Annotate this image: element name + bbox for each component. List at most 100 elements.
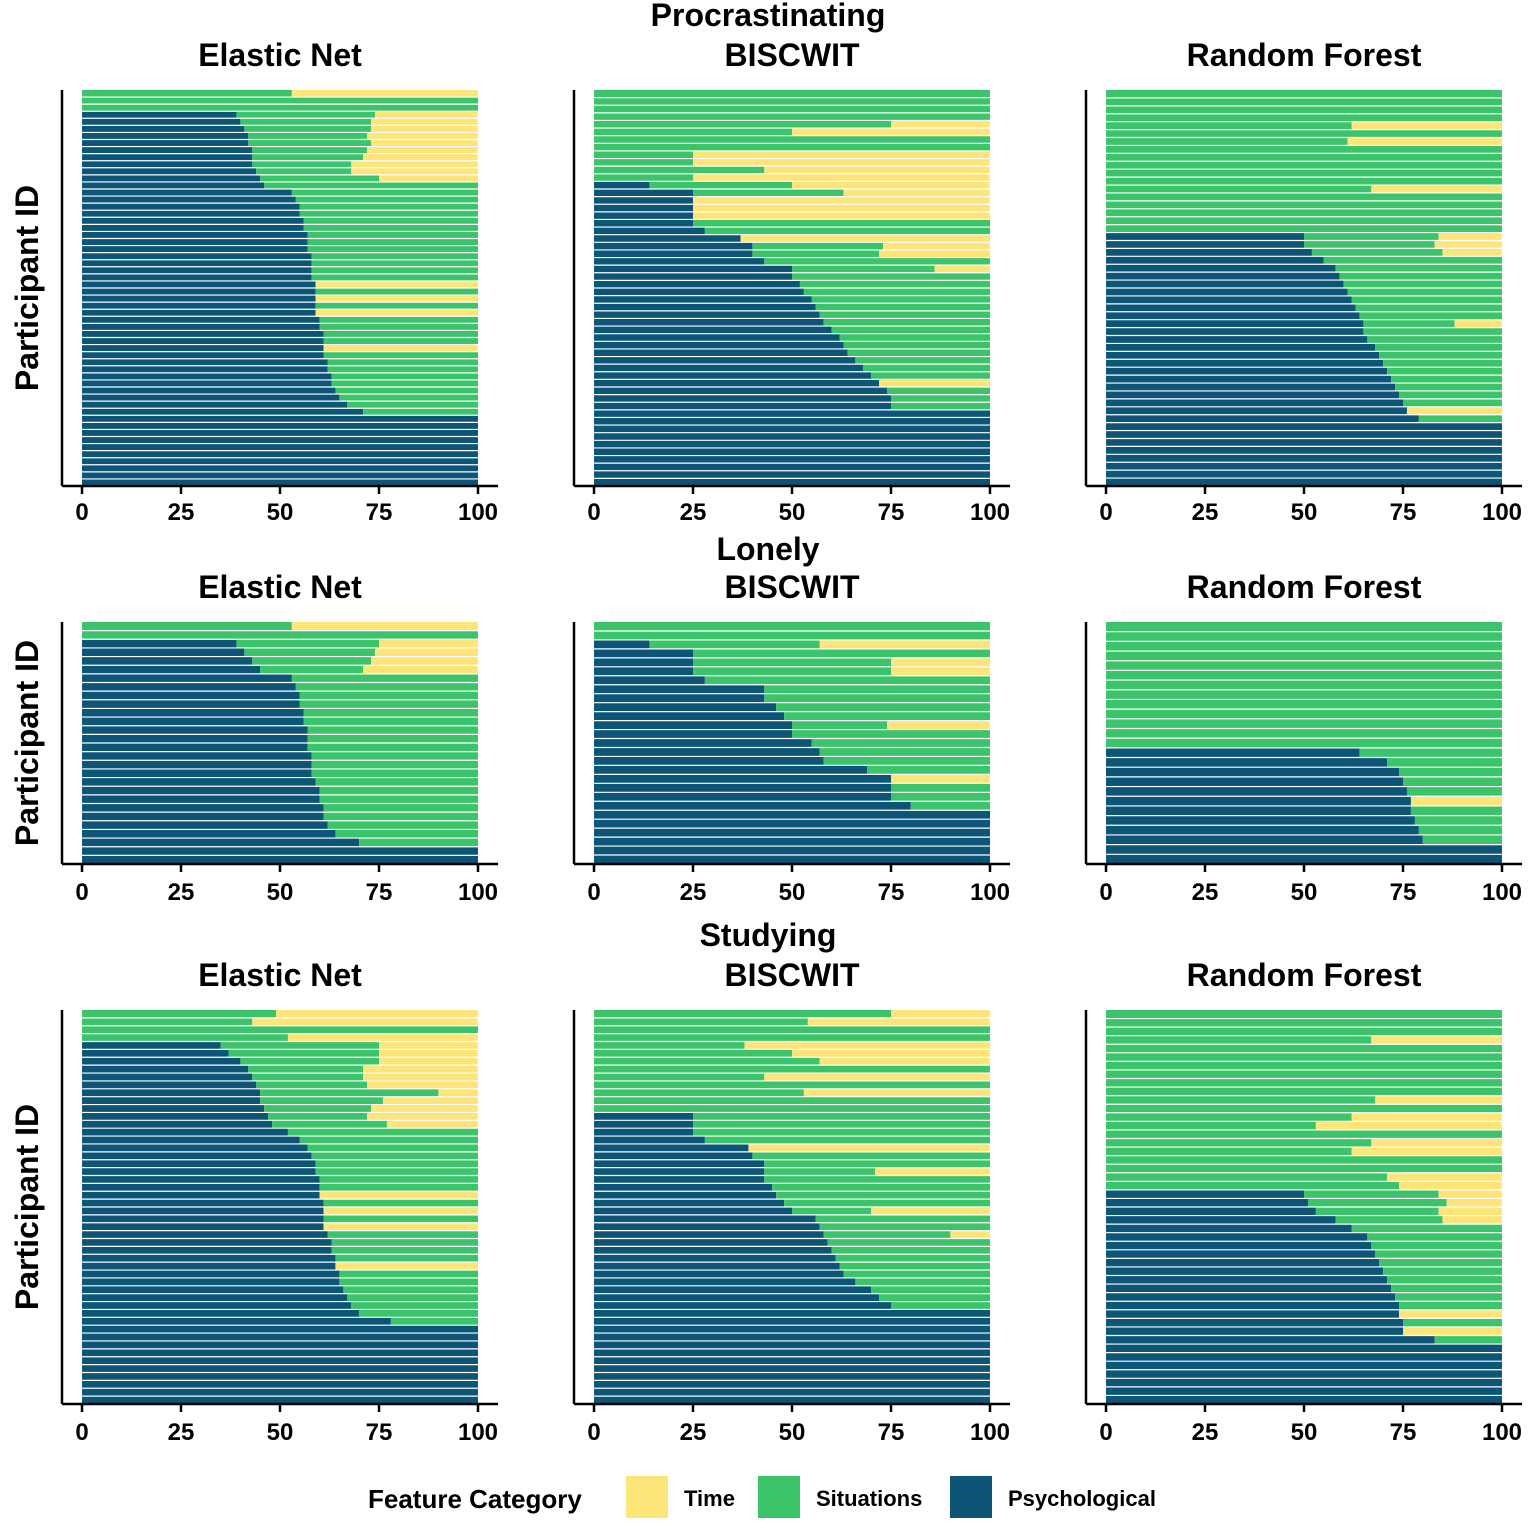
bar-situations <box>1106 1129 1502 1139</box>
bar-time <box>1387 1172 1502 1182</box>
bar-psychological <box>82 415 478 423</box>
bar-psychological <box>82 379 332 387</box>
x-tick-label: 50 <box>779 879 806 906</box>
bar-situations <box>1367 335 1502 344</box>
bar-situations <box>1106 113 1502 122</box>
bar-psychological <box>594 455 990 464</box>
bar-time <box>351 167 478 175</box>
bar-time <box>803 1088 990 1097</box>
bar-situations <box>311 252 478 260</box>
bar-psychological <box>594 1380 990 1389</box>
bar-psychological <box>82 174 261 182</box>
bar-psychological <box>1106 757 1388 768</box>
panel-title: BISCWIT <box>724 569 860 605</box>
bar-time <box>693 158 990 167</box>
bar-psychological <box>1106 1266 1384 1276</box>
bar-psychological <box>82 167 257 175</box>
bar-psychological <box>594 1285 872 1294</box>
x-tick-label: 100 <box>970 1419 1010 1446</box>
bar-situations <box>1106 1155 1502 1165</box>
bar-psychological <box>594 1277 856 1286</box>
bar-situations <box>1387 1275 1502 1285</box>
bar-situations <box>1106 1138 1372 1148</box>
row-title: Lonely <box>716 531 819 567</box>
panel-title: Random Forest <box>1187 957 1422 993</box>
bar-situations <box>792 720 888 730</box>
bar-time <box>1410 796 1502 806</box>
bar-situations <box>303 717 478 726</box>
bar-situations <box>311 1151 478 1160</box>
bar-situations <box>1395 1292 1502 1302</box>
bar-situations <box>764 1175 990 1184</box>
x-tick-label: 75 <box>878 499 905 526</box>
bar-psychological <box>1106 311 1360 320</box>
bar-group <box>82 622 478 864</box>
bar-psychological <box>82 743 308 752</box>
bar-psychological <box>82 1317 391 1326</box>
bar-psychological <box>594 828 990 838</box>
bar-psychological <box>82 820 328 830</box>
bar-situations <box>248 1065 364 1074</box>
bar-psychological <box>82 725 308 735</box>
bar-psychological <box>82 829 336 839</box>
bar-situations <box>1106 641 1502 652</box>
bar-psychological <box>82 203 300 211</box>
bar-psychological <box>594 326 832 334</box>
bar-psychological <box>1106 854 1502 864</box>
x-tick-label: 50 <box>1291 879 1318 906</box>
bar-psychological <box>1106 327 1364 336</box>
bar-situations <box>315 288 478 296</box>
bar-situations <box>594 90 990 98</box>
x-tick-label: 50 <box>779 499 806 526</box>
bar-situations <box>82 630 478 640</box>
row-title: Studying <box>700 917 837 953</box>
bar-situations <box>1307 1198 1447 1207</box>
bar-situations <box>1106 660 1502 671</box>
bar-situations <box>307 238 478 246</box>
x-tick-label: 25 <box>680 499 707 526</box>
bar-situations <box>811 738 990 748</box>
y-axis-label: Participant ID <box>9 185 45 391</box>
bar-psychological <box>594 425 990 433</box>
bar-situations <box>339 1277 478 1286</box>
bar-time <box>315 295 478 303</box>
bar-psychological <box>1106 335 1368 344</box>
bar-situations <box>891 394 990 403</box>
bar-psychological <box>594 463 990 471</box>
bar-psychological <box>82 1136 300 1144</box>
bar-time <box>375 111 478 119</box>
bar-situations <box>1347 288 1502 296</box>
bar-psychological <box>1106 747 1360 758</box>
bar-psychological <box>594 440 990 448</box>
bar-psychological <box>1106 1284 1392 1293</box>
legend-title: Feature Category <box>368 1484 582 1514</box>
bar-situations <box>1304 232 1439 241</box>
bar-psychological <box>82 464 478 472</box>
x-tick-label: 100 <box>458 1419 498 1446</box>
bar-situations <box>327 820 478 830</box>
bar-psychological <box>594 1199 785 1207</box>
bar-time <box>323 1222 478 1231</box>
bar-situations <box>792 1207 872 1215</box>
bar-situations <box>819 747 990 757</box>
y-axis-label: Participant ID <box>9 640 45 846</box>
bar-time <box>1446 1198 1502 1207</box>
x-tick-label: 50 <box>267 879 294 906</box>
bar-situations <box>323 330 478 338</box>
bar-time <box>883 242 990 250</box>
bar-situations <box>1106 208 1502 217</box>
bar-psychological <box>1106 375 1392 384</box>
bar-situations <box>82 1033 288 1042</box>
bar-situations <box>1323 256 1502 265</box>
bar-time <box>1375 1095 1502 1105</box>
bar-situations <box>1414 815 1502 826</box>
x-tick-label: 25 <box>1192 879 1219 906</box>
bar-time <box>693 211 990 220</box>
bar-psychological <box>82 401 348 409</box>
x-tick-label: 0 <box>1099 1419 1112 1446</box>
x-tick-label: 75 <box>366 499 393 526</box>
bar-psychological <box>1106 430 1502 439</box>
bar-situations <box>1106 169 1502 178</box>
bar-psychological <box>1106 288 1348 296</box>
bar-situations <box>1418 414 1502 423</box>
